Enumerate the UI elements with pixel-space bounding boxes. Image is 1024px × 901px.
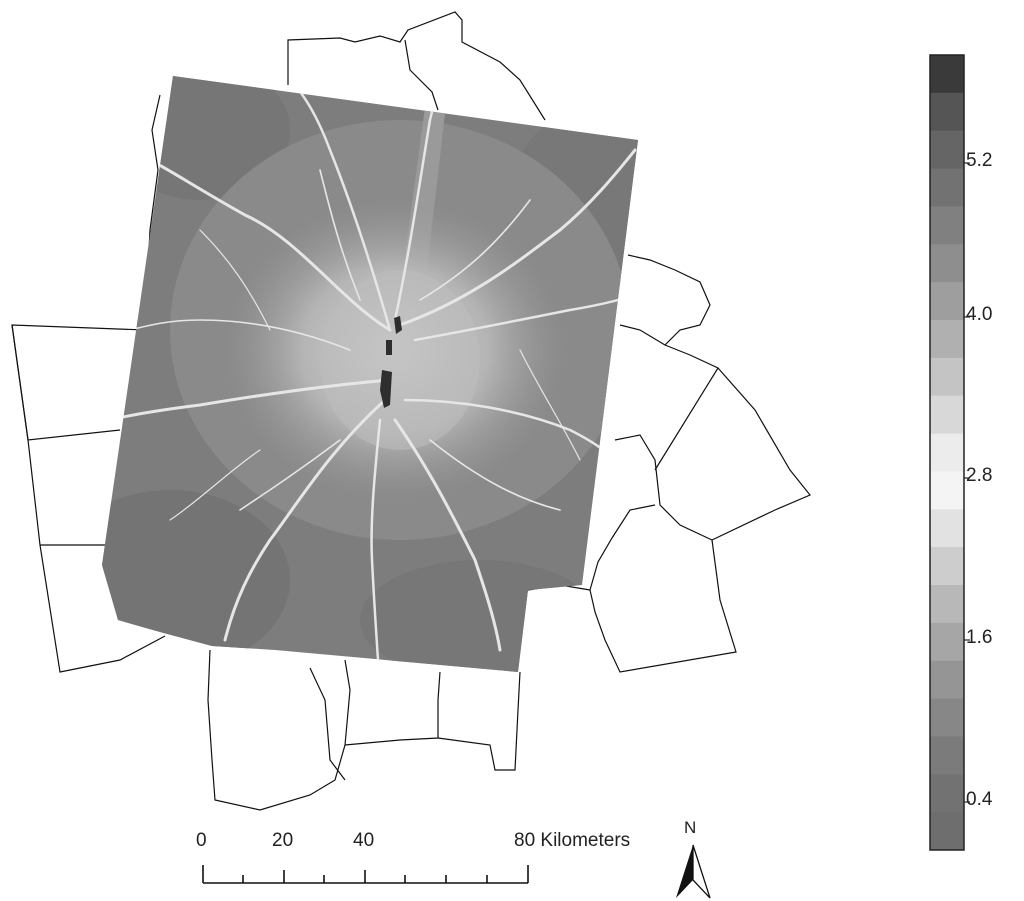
- legend-step: [930, 774, 964, 813]
- legend-step: [930, 433, 964, 472]
- county-east-line: [654, 367, 719, 471]
- legend-step: [930, 320, 964, 359]
- north-label: N: [684, 818, 697, 837]
- county-south-3: [437, 671, 521, 771]
- legend-step: [930, 622, 964, 662]
- legend-step: [930, 92, 964, 132]
- legend-step: [930, 547, 964, 586]
- legend-step: [930, 395, 964, 435]
- scale-label-40: 40: [353, 830, 375, 851]
- scale-label-80-km: 80 Kilometers: [514, 830, 631, 851]
- scale-bar: [202, 865, 529, 884]
- county-east-2: [614, 344, 811, 541]
- legend-label-5-2: 5.2: [966, 150, 993, 171]
- legend-step: [930, 509, 964, 548]
- legend-label-1-6: 1.6: [966, 627, 993, 648]
- county-north: [287, 11, 546, 121]
- legend-step: [930, 812, 964, 851]
- legend-label-4-0: 4.0: [966, 304, 993, 325]
- legend-frame: [929, 54, 965, 851]
- urban-core: [380, 316, 402, 408]
- legend-label-0-4: 0.4: [966, 789, 993, 810]
- legend-label-2-8: 2.8: [966, 465, 993, 486]
- legend: [930, 55, 964, 851]
- legend-step: [930, 130, 964, 170]
- county-south-2: [344, 671, 441, 746]
- county-east-1: [619, 254, 711, 346]
- legend-step: [930, 471, 964, 510]
- legend-step: [930, 698, 964, 737]
- scale-label-20: 20: [272, 830, 294, 851]
- road-network: [108, 78, 637, 662]
- county-west: [11, 324, 166, 673]
- county-north-inner: [404, 39, 439, 111]
- legend-step: [930, 206, 964, 245]
- legend-step: [930, 244, 964, 283]
- raster-surface: [102, 76, 638, 672]
- legend-step: [930, 660, 964, 700]
- legend-step: [930, 736, 964, 775]
- scale-label-0: 0: [196, 830, 207, 851]
- legend-step: [930, 55, 964, 94]
- legend-ticks: [964, 162, 970, 803]
- county-southeast: [589, 504, 737, 673]
- legend-step: [930, 585, 964, 624]
- north-arrow-icon: [676, 844, 711, 899]
- legend-step: [930, 282, 964, 321]
- legend-step: [930, 168, 964, 207]
- county-south-4: [309, 667, 346, 781]
- legend-step: [930, 357, 964, 397]
- county-south: [207, 649, 351, 811]
